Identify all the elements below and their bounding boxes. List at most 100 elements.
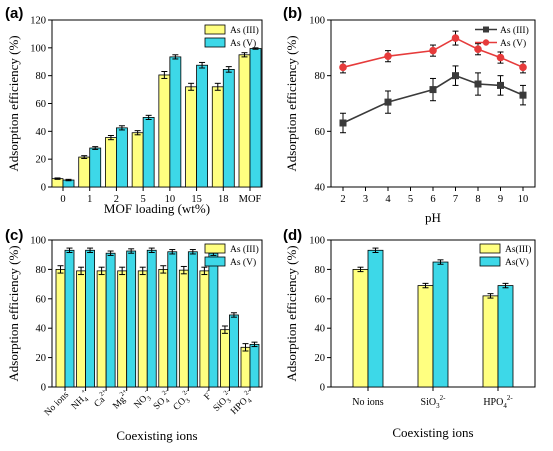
- tick-label-sub: 3: [146, 395, 154, 403]
- data-point: [474, 45, 482, 54]
- y-tick-label: 60: [36, 294, 47, 305]
- x-tick-label: 9: [498, 194, 503, 205]
- bar: [76, 270, 86, 388]
- bar: [208, 252, 219, 388]
- x-tick-label: 8: [475, 194, 480, 205]
- tick-label-sub: 4: [164, 397, 172, 405]
- y-tick-label: 80: [315, 71, 326, 82]
- legend-label: As (III): [230, 244, 259, 255]
- y-tick-label: 20: [36, 155, 47, 166]
- tick-label-sub: 4: [246, 397, 254, 405]
- x-tick-label: 15: [191, 194, 202, 205]
- tick-label-sup: +: [80, 388, 88, 396]
- bar: [116, 127, 128, 188]
- bar: [51, 178, 64, 188]
- y-tick-label: 20: [36, 353, 47, 364]
- panel-label: (c): [5, 227, 23, 244]
- bar: [249, 48, 262, 188]
- data-point: [474, 80, 482, 88]
- y-tick-label: 0: [320, 383, 325, 394]
- tick-label-sub: 4: [83, 396, 91, 404]
- y-tick-label: 60: [36, 99, 47, 110]
- data-point: [384, 98, 392, 106]
- legend-swatch: [479, 243, 501, 254]
- tick-label: NH4+: [68, 388, 94, 414]
- bar: [187, 251, 198, 388]
- data-point: [384, 52, 392, 60]
- bar: [220, 329, 230, 388]
- bar: [240, 346, 251, 388]
- bar: [131, 132, 144, 188]
- x-tick-label: 0: [60, 194, 65, 205]
- x-tick-label: 5: [408, 194, 413, 205]
- y-axis-title: Adsorption efficiency (%): [6, 35, 21, 171]
- bar: [158, 268, 169, 388]
- tick-label-sub: 4: [503, 402, 507, 410]
- y-tick-label: 20: [315, 353, 326, 364]
- bar: [169, 56, 182, 188]
- panel-label: (b): [283, 5, 302, 22]
- tick-label-sup: 2-: [507, 394, 514, 402]
- bar: [417, 285, 434, 388]
- tick-label: SiO32-: [421, 394, 447, 410]
- bar: [158, 74, 171, 188]
- tick-label: Ca2+: [91, 388, 113, 410]
- bar: [146, 249, 157, 388]
- y-tick-label: 40: [315, 324, 326, 335]
- tick-label-base: No ions: [352, 397, 384, 408]
- legend-label: As (V): [500, 38, 526, 49]
- bar: [85, 249, 95, 388]
- panel-label: (d): [283, 227, 302, 244]
- y-tick-label: 100: [309, 236, 325, 247]
- legend-marker: [482, 39, 490, 46]
- legend-label: As (V): [230, 38, 256, 49]
- tick-label-sup: 2-: [243, 388, 252, 397]
- tick-label-base: F: [203, 392, 214, 403]
- bar: [352, 268, 369, 388]
- y-tick-label: 40: [36, 127, 47, 138]
- y-tick-label: 100: [309, 16, 325, 27]
- y-tick-label: 0: [41, 383, 46, 394]
- data-point: [429, 46, 437, 55]
- x-tick-label: 7: [453, 194, 458, 205]
- tick-label: Mg2+: [109, 388, 133, 412]
- tick-label: SO42-: [150, 388, 175, 413]
- bar: [367, 249, 384, 388]
- x-tick-label: 6: [430, 194, 435, 205]
- x-tick-label: 10: [518, 194, 529, 205]
- bar: [178, 269, 189, 388]
- bar: [199, 270, 210, 388]
- tick-label-sub: 3: [226, 397, 234, 405]
- bar: [142, 117, 155, 188]
- bar: [137, 270, 148, 388]
- bar: [105, 252, 116, 388]
- tick-label-sub: 3: [185, 397, 193, 405]
- tick-label-sup: 2-: [161, 388, 170, 397]
- tick-label: NO3-: [131, 388, 155, 412]
- data-point: [497, 81, 504, 89]
- y-axis-title: Adsorption efficiency (%): [6, 245, 21, 381]
- bar: [211, 86, 224, 188]
- x-tick-label: 18: [218, 194, 229, 205]
- legend-swatch: [204, 24, 226, 35]
- tick-label-sup: 2-: [440, 394, 447, 402]
- tick-label-sup: 2+: [119, 388, 129, 398]
- data-point: [519, 91, 527, 99]
- tick-label: F-: [201, 388, 216, 403]
- y-tick-label: 80: [36, 71, 47, 82]
- tick-label: No ions: [43, 390, 71, 418]
- bar: [55, 268, 66, 388]
- bar: [229, 314, 239, 388]
- y-tick-label: 120: [30, 16, 46, 27]
- bar: [78, 156, 91, 188]
- bar: [105, 137, 117, 188]
- bar: [497, 285, 514, 388]
- tick-label-base: Ca: [93, 395, 108, 410]
- bar: [196, 64, 208, 188]
- tick-label-base: No ions: [43, 390, 71, 418]
- data-point: [519, 63, 527, 72]
- legend-label: As (III): [230, 25, 259, 36]
- data-point: [339, 119, 347, 127]
- tick-label-sup: 2+: [98, 388, 108, 398]
